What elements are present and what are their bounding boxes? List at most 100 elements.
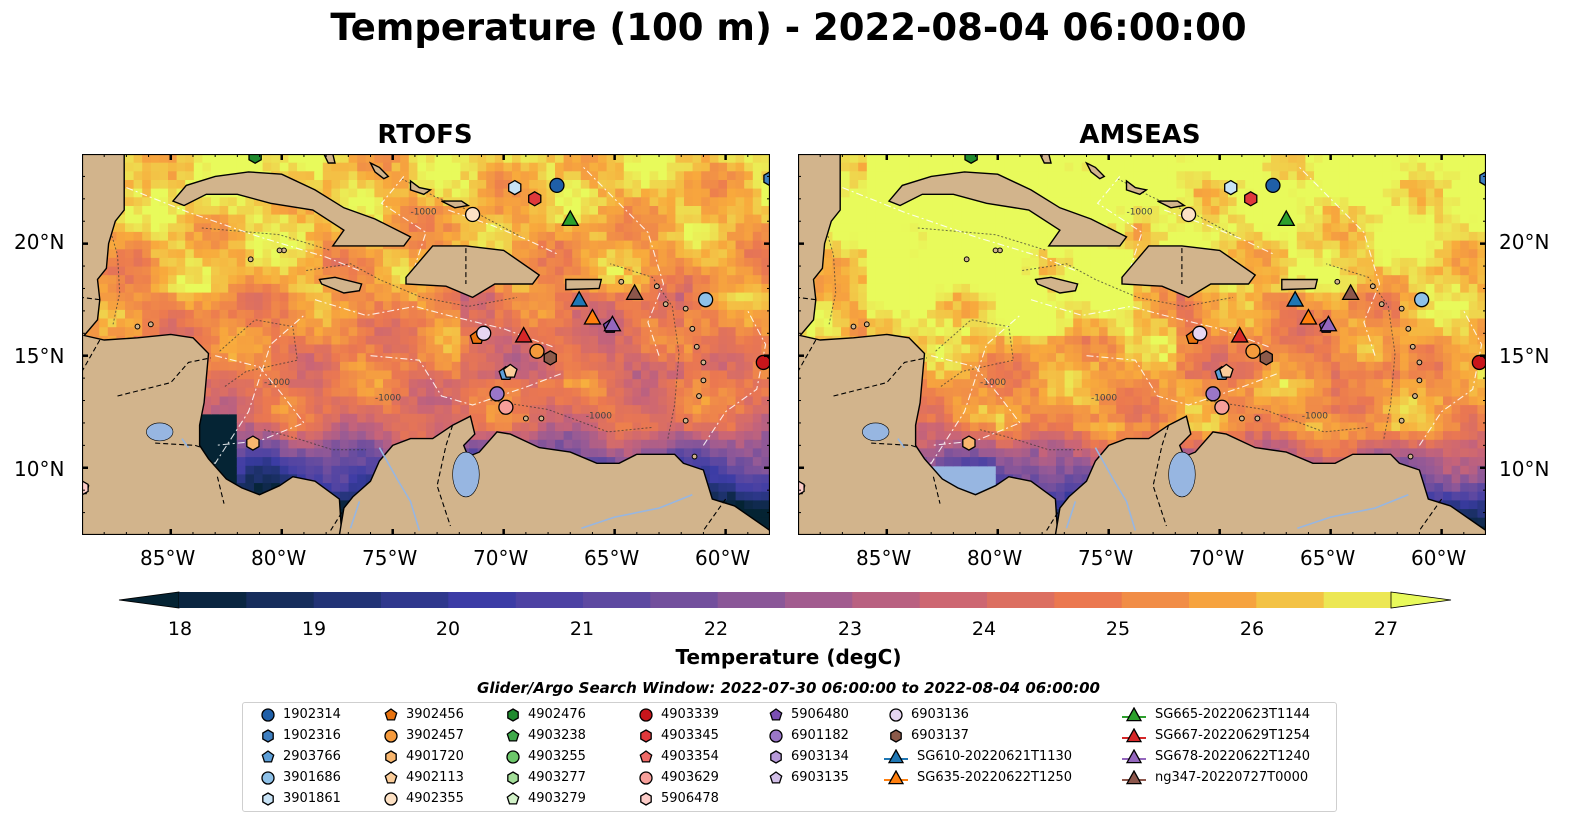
land-cuba — [171, 171, 412, 247]
depth-contour — [219, 319, 298, 388]
island — [1416, 359, 1423, 366]
depth-contour — [610, 263, 680, 439]
marker-3901861 — [508, 179, 522, 196]
contour-label: -1000 — [1302, 411, 1328, 421]
marker-5906478 — [798, 480, 805, 496]
colorbar-bin — [785, 592, 853, 608]
land-puertorico — [1281, 278, 1319, 291]
colorbar-bin — [179, 592, 247, 608]
marker-SG678-20220622T1240 — [1319, 314, 1338, 332]
legend-marker — [640, 728, 652, 743]
legend-item: 4903279 — [500, 788, 586, 809]
land-bahamas1 — [1039, 154, 1052, 164]
legend-label: 4902113 — [406, 770, 464, 785]
island — [134, 323, 141, 330]
colorbar-bin — [1121, 592, 1190, 608]
marker-SG667-20220629T1254 — [1230, 326, 1249, 343]
panel-title-amseas: AMSEAS — [1079, 120, 1201, 150]
legend-label: 3901686 — [283, 770, 341, 785]
river — [349, 501, 361, 529]
river — [378, 447, 421, 531]
colorbar-bin — [717, 592, 786, 608]
marker-5906478 — [82, 480, 89, 496]
legend-item: SG678-20220622T1240 — [1121, 746, 1310, 767]
legend-label: 3902456 — [406, 707, 464, 722]
legend-item: 4903629 — [633, 767, 719, 788]
island — [696, 393, 702, 399]
lon-tick-label: 80°W — [251, 546, 307, 570]
legend-marker — [385, 749, 397, 764]
colorbar-bin — [583, 592, 651, 608]
map-frame — [82, 154, 770, 535]
river — [897, 438, 906, 449]
legend-label: 1902314 — [283, 707, 341, 722]
lake — [146, 422, 174, 442]
lat-tick-label: 10°N — [1499, 457, 1550, 481]
colorbar-tick: 23 — [837, 618, 863, 640]
legend-item: SG667-20220629T1254 — [1121, 725, 1310, 746]
legend-marker — [507, 770, 519, 785]
lon-tick-label: 65°W — [584, 546, 640, 570]
legend-item: 4903277 — [500, 767, 586, 788]
island — [522, 415, 529, 422]
legend-marker — [769, 728, 783, 743]
legend-label: SG678-20220622T1240 — [1155, 749, 1311, 764]
legend-marker — [384, 728, 398, 743]
colorbar-bin — [448, 592, 517, 608]
island — [1405, 325, 1412, 332]
contour-label: -1000 — [1126, 208, 1152, 218]
map-amseas[interactable]: -1000-1000-1000-1000-1000 — [798, 154, 1486, 535]
eez-boundary — [702, 310, 767, 446]
marker-6903136 — [1192, 325, 1208, 341]
marker-ng347-20220727T0000 — [1341, 283, 1360, 301]
marker-SG610-20220621T1130 — [570, 290, 589, 307]
legend-label: 5906478 — [661, 791, 719, 806]
legend-item: 4902476 — [500, 704, 586, 725]
legend-marker — [1122, 727, 1146, 742]
country-border — [798, 339, 817, 372]
legend-item: 4903339 — [633, 704, 719, 725]
river — [1297, 493, 1409, 530]
marker-1902314 — [549, 177, 565, 194]
country-border — [82, 339, 101, 372]
colorbar-tick: 27 — [1373, 618, 1399, 640]
eez-boundary — [842, 187, 1076, 272]
country-border — [436, 425, 454, 527]
country-border — [932, 476, 941, 504]
legend: 1902314 1902316 2903766 3901686 3901861 39024… — [242, 702, 1337, 812]
contour-label: -1000 — [1091, 394, 1117, 404]
legend-label: 6903136 — [911, 707, 969, 722]
map-frame — [798, 154, 1486, 535]
colorbar-bin — [1323, 592, 1392, 608]
legend-label: 4903345 — [661, 728, 719, 743]
island — [700, 359, 707, 366]
island — [1412, 393, 1418, 399]
marker-6903137 — [1259, 350, 1273, 366]
river — [181, 438, 190, 449]
legend-label: 4901720 — [406, 749, 464, 764]
legend-label: 6901182 — [791, 728, 849, 743]
contour-label: -1000 — [980, 378, 1006, 388]
marker-SG667-20220629T1254 — [514, 326, 533, 343]
colorbar-tick: 22 — [703, 618, 729, 640]
legend-label: 1902316 — [283, 728, 341, 743]
island — [682, 417, 689, 424]
depth-contour — [105, 216, 121, 325]
island — [247, 256, 254, 263]
island — [1369, 283, 1376, 290]
country-border — [155, 442, 202, 449]
colorbar — [118, 591, 1452, 609]
legend-item: 1902316 — [255, 725, 341, 746]
legend-item: 4903354 — [633, 746, 719, 767]
colorbar-tick: 25 — [1105, 618, 1131, 640]
marker-ng347-20220727T0000 — [625, 283, 644, 301]
legend-marker — [261, 707, 275, 722]
legend-marker — [1122, 769, 1146, 784]
country-border — [330, 512, 343, 531]
marker-1902316 — [763, 170, 770, 187]
colorbar-bin — [246, 592, 315, 608]
marker-4903629 — [498, 399, 514, 415]
map-rtofs[interactable]: -1000-1000-1000-1000-1000 — [82, 154, 770, 535]
figure-title: Temperature (100 m) - 2022-08-04 06:00:0… — [330, 6, 1247, 49]
marker-4902355 — [464, 206, 481, 223]
